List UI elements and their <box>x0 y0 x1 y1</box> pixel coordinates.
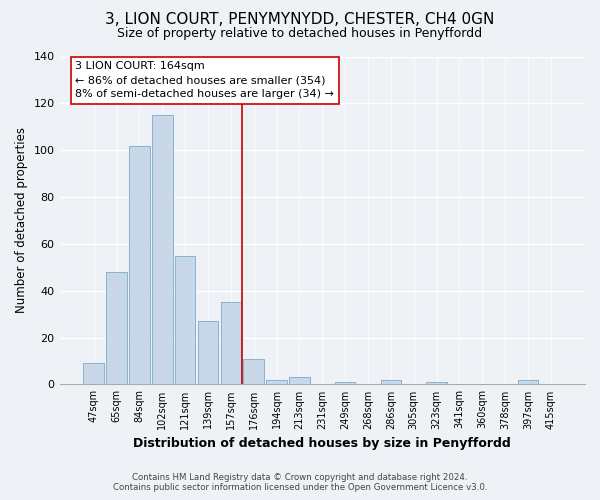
Bar <box>518 380 538 384</box>
Bar <box>106 272 127 384</box>
Bar <box>152 115 173 384</box>
Text: Size of property relative to detached houses in Penyffordd: Size of property relative to detached ho… <box>118 28 482 40</box>
Text: Contains HM Land Registry data © Crown copyright and database right 2024.
Contai: Contains HM Land Registry data © Crown c… <box>113 473 487 492</box>
Bar <box>244 358 264 384</box>
Text: 3 LION COURT: 164sqm
← 86% of detached houses are smaller (354)
8% of semi-detac: 3 LION COURT: 164sqm ← 86% of detached h… <box>76 62 334 100</box>
Y-axis label: Number of detached properties: Number of detached properties <box>15 128 28 314</box>
Bar <box>198 321 218 384</box>
Bar <box>380 380 401 384</box>
Bar <box>175 256 196 384</box>
Text: 3, LION COURT, PENYMYNYDD, CHESTER, CH4 0GN: 3, LION COURT, PENYMYNYDD, CHESTER, CH4 … <box>106 12 494 28</box>
Bar <box>426 382 447 384</box>
Bar <box>335 382 355 384</box>
Bar <box>289 378 310 384</box>
Bar <box>83 364 104 384</box>
Bar <box>221 302 241 384</box>
X-axis label: Distribution of detached houses by size in Penyffordd: Distribution of detached houses by size … <box>133 437 511 450</box>
Bar <box>266 380 287 384</box>
Bar <box>129 146 150 384</box>
